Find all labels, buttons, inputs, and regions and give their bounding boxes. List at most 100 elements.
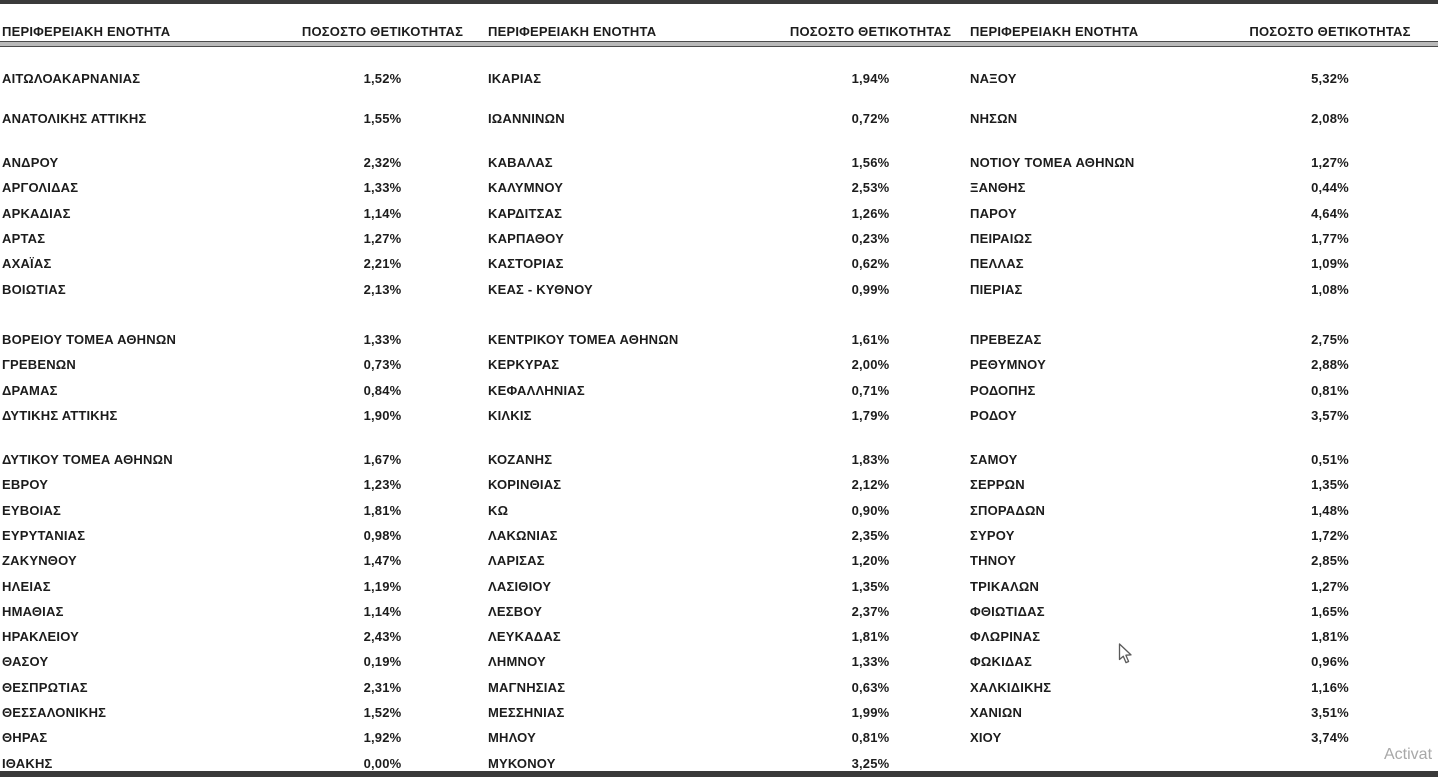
region-name-cell: ΛΗΜΝΟΥ (488, 654, 546, 670)
region-name-cell: ΙΘΑΚΗΣ (2, 755, 53, 771)
table-row: ΖΑΚΥΝΘΟΥ 1,47% ΛΑΡΙΣΑΣ 1,20% ΤΗΝΟΥ 2,85% (0, 548, 1440, 573)
header-region-2: ΠΕΡΙΦΕΡΕΙΑΚΗ ΕΝΟΤΗΤΑ (488, 23, 657, 39)
positivity-value-cell: 0,99% (851, 281, 890, 297)
region-name-cell: ΤΗΝΟΥ (970, 553, 1017, 569)
activate-windows-watermark: Activat (1384, 746, 1433, 763)
region-name-cell: ΝΟΤΙΟΥ ΤΟΜΕΑ ΑΘΗΝΩΝ (970, 155, 1135, 171)
positivity-value-cell: 1,79% (851, 407, 890, 423)
region-name-cell: ΠΑΡΟΥ (970, 205, 1017, 221)
region-name-cell: ΣΕΡΡΩΝ (970, 477, 1025, 493)
region-name-cell: ΚΑΒΑΛΑΣ (488, 155, 553, 171)
positivity-value-cell: 2,75% (1311, 331, 1349, 347)
table-row: ΘΑΣΟΥ 0,19% ΛΗΜΝΟΥ 1,33% ΦΩΚΙΔΑΣ 0,96% (0, 649, 1440, 674)
table-row: ΑΡΤΑΣ 1,27% ΚΑΡΠΑΘΟΥ 0,23% ΠΕΙΡΑΙΩΣ 1,77… (0, 226, 1440, 251)
region-name-cell: ΕΒΡΟΥ (2, 477, 49, 493)
positivity-value-cell: 1,27% (1311, 578, 1349, 594)
positivity-value-cell: 0,98% (363, 528, 402, 543)
region-name-cell: ΛΑΡΙΣΑΣ (488, 553, 545, 569)
region-name-cell: ΙΩΑΝΝΙΝΩΝ (488, 110, 565, 126)
region-name-cell: ΠΕΛΛΑΣ (970, 256, 1024, 272)
region-name-cell: ΦΩΚΙΔΑΣ (970, 654, 1033, 670)
positivity-value-cell: 3,25% (851, 755, 890, 771)
region-name-cell: ΚΟΡΙΝΘΙΑΣ (488, 477, 562, 493)
region-name-cell: ΘΑΣΟΥ (2, 654, 49, 670)
region-name-cell: ΛΕΣΒΟΥ (488, 603, 543, 619)
positivity-value-cell: 2,31% (363, 679, 402, 695)
positivity-value-cell: 1,56% (851, 155, 890, 171)
table-header-separator (0, 41, 1438, 47)
table-row: ΕΥΡΥΤΑΝΙΑΣ 0,98% ΛΑΚΩΝΙΑΣ 2,35% ΣΥΡΟΥ 1,… (0, 523, 1440, 548)
region-name-cell: ΙΚΑΡΙΑΣ (488, 70, 542, 86)
positivity-value-cell: 2,12% (851, 477, 890, 493)
table-row: ΗΜΑΘΙΑΣ 1,14% ΛΕΣΒΟΥ 2,37% ΦΘΙΩΤΙΔΑΣ 1,6… (0, 599, 1440, 624)
region-name-cell: ΚΩ (488, 502, 509, 518)
table-row: ΔΥΤΙΚΗΣ ΑΤΤΙΚΗΣ 1,90% ΚΙΛΚΙΣ 1,79% ΡΟΔΟΥ… (0, 403, 1440, 428)
positivity-value-cell: 2,00% (851, 357, 890, 373)
table-row: ΙΘΑΚΗΣ 0,00% ΜΥΚΟΝΟΥ 3,25% (0, 751, 1440, 776)
header-region-3: ΠΕΡΙΦΕΡΕΙΑΚΗ ΕΝΟΤΗΤΑ (970, 23, 1139, 39)
positivity-value-cell: 2,88% (1311, 357, 1349, 373)
positivity-value-cell: 1,19% (363, 578, 402, 594)
region-name-cell: ΘΗΡΑΣ (2, 730, 48, 746)
positivity-value-cell: 0,71% (851, 382, 890, 398)
positivity-value-cell: 0,84% (363, 382, 402, 398)
positivity-value-cell: 0,90% (851, 502, 890, 518)
positivity-value-cell: 1,35% (1311, 477, 1349, 493)
positivity-value-cell: 0,81% (851, 730, 890, 746)
region-name-cell: ΜΗΛΟΥ (488, 730, 536, 746)
positivity-value-cell: 4,64% (1311, 205, 1349, 221)
region-name-cell: ΦΘΙΩΤΙΔΑΣ (970, 603, 1045, 619)
positivity-value-cell: 1,23% (363, 477, 402, 493)
positivity-value-cell: 0,00% (363, 755, 402, 771)
positivity-value-cell: 0,19% (363, 654, 402, 670)
region-name-cell: ΣΠΟΡΑΔΩΝ (970, 502, 1046, 518)
region-name-cell: ΜΑΓΝΗΣΙΑΣ (488, 679, 566, 695)
positivity-value-cell: 1,81% (363, 502, 402, 518)
region-name-cell: ΛΑΚΩΝΙΑΣ (488, 528, 558, 543)
region-name-cell: ΛΑΣΙΘΙΟΥ (488, 578, 552, 594)
table-row: ΘΗΡΑΣ 1,92% ΜΗΛΟΥ 0,81% ΧΙΟΥ 3,74% (0, 725, 1440, 750)
region-name-cell: ΑΝΑΤΟΛΙΚΗΣ ΑΤΤΙΚΗΣ (2, 110, 147, 126)
positivity-value-cell: 0,44% (1311, 180, 1349, 196)
region-name-cell: ΑΡΓΟΛΙΔΑΣ (2, 180, 79, 196)
positivity-value-cell: 1,33% (851, 654, 890, 670)
region-name-cell: ΚΕΡΚΥΡΑΣ (488, 357, 560, 373)
region-name-cell: ΚΙΛΚΙΣ (488, 407, 532, 423)
positivity-value-cell: 1,27% (1311, 155, 1349, 171)
positivity-value-cell: 1,72% (1311, 528, 1349, 543)
positivity-value-cell: 1,14% (363, 603, 402, 619)
region-name-cell: ΡΟΔΟΥ (970, 407, 1017, 423)
table-row: ΑΝΑΤΟΛΙΚΗΣ ΑΤΤΙΚΗΣ 1,55% ΙΩΑΝΝΙΝΩΝ 0,72%… (0, 98, 1440, 138)
region-name-cell: ΘΕΣΣΑΛΟΝΙΚΗΣ (2, 705, 107, 721)
positivity-value-cell: 0,72% (851, 110, 890, 126)
positivity-value-cell: 1,35% (851, 578, 890, 594)
region-name-cell: ΒΟΙΩΤΙΑΣ (2, 281, 66, 297)
positivity-value-cell: 0,63% (851, 679, 890, 695)
region-name-cell: ΠΡΕΒΕΖΑΣ (970, 331, 1042, 347)
positivity-value-cell: 1,48% (1311, 502, 1349, 518)
positivity-value-cell: 1,61% (851, 331, 890, 347)
positivity-value-cell: 2,85% (1311, 553, 1349, 569)
positivity-value-cell: 1,92% (363, 730, 402, 746)
region-name-cell: ΝΗΣΩΝ (970, 110, 1018, 126)
region-name-cell: ΚΑΛΥΜΝΟΥ (488, 180, 564, 196)
positivity-value-cell: 1,47% (363, 553, 402, 569)
region-name-cell: ΦΛΩΡΙΝΑΣ (970, 629, 1041, 645)
table-row: ΑΝΔΡΟΥ 2,32% ΚΑΒΑΛΑΣ 1,56% ΝΟΤΙΟΥ ΤΟΜΕΑ … (0, 150, 1440, 175)
table-row: ΔΡΑΜΑΣ 0,84% ΚΕΦΑΛΛΗΝΙΑΣ 0,71% ΡΟΔΟΠΗΣ 0… (0, 377, 1440, 402)
positivity-value-cell: 1,26% (851, 205, 890, 221)
positivity-value-cell: 1,16% (1311, 679, 1349, 695)
positivity-value-cell: 1,52% (363, 70, 402, 86)
region-name-cell: ΠΕΙΡΑΙΩΣ (970, 231, 1033, 247)
positivity-value-cell: 1,81% (851, 629, 890, 645)
positivity-value-cell: 1,65% (1311, 603, 1349, 619)
region-name-cell: ΠΙΕΡΙΑΣ (970, 281, 1023, 297)
region-name-cell: ΡΟΔΟΠΗΣ (970, 382, 1036, 398)
region-name-cell: ΕΥΒΟΙΑΣ (2, 502, 62, 518)
table-row: ΑΡΓΟΛΙΔΑΣ 1,33% ΚΑΛΥΜΝΟΥ 2,53% ΞΑΝΘΗΣ 0,… (0, 175, 1440, 200)
region-name-cell: ΑΝΔΡΟΥ (2, 155, 59, 171)
region-name-cell: ΓΡΕΒΕΝΩΝ (2, 357, 77, 373)
positivity-value-cell: 3,51% (1311, 705, 1349, 721)
region-name-cell: ΚΑΣΤΟΡΙΑΣ (488, 256, 564, 272)
region-name-cell: ΗΛΕΙΑΣ (2, 578, 51, 594)
